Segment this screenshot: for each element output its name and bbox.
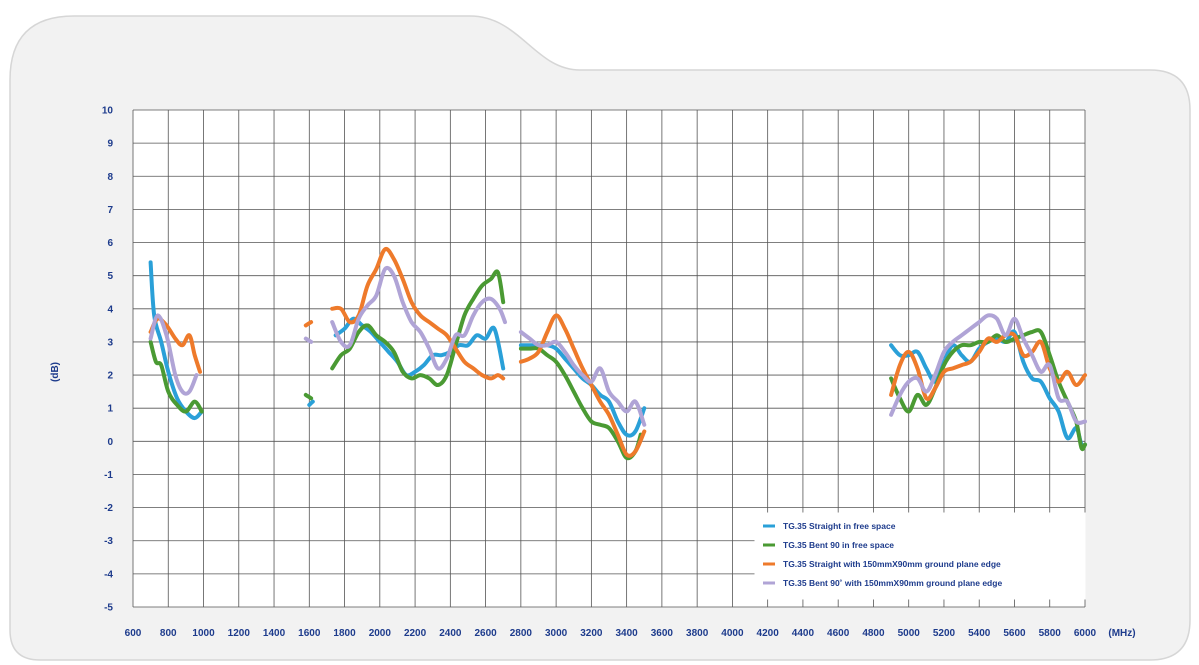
series-line-2 bbox=[148, 339, 204, 414]
x-tick-label: 5600 bbox=[1003, 628, 1026, 639]
x-tick-label: 600 bbox=[125, 628, 142, 639]
series-line-4 bbox=[148, 313, 199, 396]
x-tick-label: 4000 bbox=[721, 628, 744, 639]
y-tick-label: 6 bbox=[107, 238, 113, 249]
y-tick-label: 5 bbox=[107, 271, 113, 282]
y-tick-label: 9 bbox=[107, 139, 113, 150]
x-tick-label: 2200 bbox=[404, 628, 427, 639]
series-line-2 bbox=[303, 392, 314, 401]
series-line-2 bbox=[330, 269, 506, 387]
series-line-4 bbox=[303, 336, 314, 344]
chart-legend: TG.35 Straight in free space TG.35 Bent 9… bbox=[754, 512, 1086, 600]
series-line-3 bbox=[148, 316, 202, 374]
x-tick-label: 1600 bbox=[298, 628, 321, 639]
x-tick-label: 2000 bbox=[369, 628, 392, 639]
y-tick-label: -3 bbox=[104, 536, 113, 547]
y-tick-label: 3 bbox=[107, 337, 113, 348]
legend-entry: TG.35 Straight in free space bbox=[783, 521, 896, 531]
series-line-4 bbox=[330, 265, 507, 371]
x-tick-label: 4600 bbox=[827, 628, 850, 639]
x-tick-label: 4200 bbox=[757, 628, 780, 639]
y-tick-label: 0 bbox=[107, 437, 113, 448]
x-tick-label: 1800 bbox=[333, 628, 356, 639]
x-tick-label: 1000 bbox=[192, 628, 215, 639]
x-axis-ticks: 600 800 1000 1200 1400 1600 1800 2000 2200 2400 26… bbox=[125, 628, 1097, 639]
x-tick-label: 3800 bbox=[686, 628, 709, 639]
y-tick-label: -5 bbox=[104, 603, 113, 614]
x-tick-label: 4800 bbox=[862, 628, 885, 639]
legend-entry: TG.35 Straight with 150mmX90mm ground pl… bbox=[783, 559, 1001, 569]
x-tick-label: 4400 bbox=[792, 628, 815, 639]
legend-entry: TG.35 Bent 90 in free space bbox=[783, 540, 894, 550]
x-tick-label: 2400 bbox=[439, 628, 462, 639]
x-tick-label: 3000 bbox=[545, 628, 568, 639]
y-tick-label: 8 bbox=[107, 172, 113, 183]
legend-box bbox=[754, 512, 1086, 600]
y-tick-label: 7 bbox=[107, 205, 113, 216]
x-tick-label: 3400 bbox=[616, 628, 639, 639]
y-tick-label: 1 bbox=[107, 404, 113, 415]
y-tick-label: 4 bbox=[107, 304, 113, 315]
y-axis-label: (dB) bbox=[50, 362, 61, 382]
x-tick-label: 5400 bbox=[968, 628, 991, 639]
series-line-1 bbox=[307, 399, 315, 407]
legend-entry: TG.35 Bent 90˚ with 150mmX90mm ground pl… bbox=[783, 578, 1002, 588]
y-tick-label: -2 bbox=[104, 503, 113, 514]
x-tick-label: 2800 bbox=[510, 628, 533, 639]
y-tick-label: 10 bbox=[102, 106, 114, 117]
series-line-4 bbox=[889, 313, 1087, 425]
x-tick-label: 1400 bbox=[263, 628, 286, 639]
x-tick-label: 5800 bbox=[1039, 628, 1062, 639]
x-tick-label: 800 bbox=[160, 628, 177, 639]
x-tick-label: 1200 bbox=[228, 628, 251, 639]
y-tick-label: -4 bbox=[104, 569, 113, 580]
y-tick-label: 2 bbox=[107, 371, 113, 382]
series-line-3 bbox=[303, 320, 314, 328]
y-tick-label: -1 bbox=[104, 470, 113, 481]
chart-series bbox=[148, 246, 1087, 461]
x-tick-label: 5000 bbox=[898, 628, 921, 639]
x-tick-label: 5200 bbox=[933, 628, 956, 639]
x-tick-label: 3600 bbox=[651, 628, 674, 639]
series-line-3 bbox=[330, 246, 506, 381]
x-tick-label: 6000 bbox=[1074, 628, 1097, 639]
series-line-4 bbox=[518, 330, 647, 427]
x-tick-label: 3200 bbox=[580, 628, 603, 639]
x-axis-label: (MHz) bbox=[1108, 628, 1135, 639]
x-tick-label: 2600 bbox=[474, 628, 497, 639]
